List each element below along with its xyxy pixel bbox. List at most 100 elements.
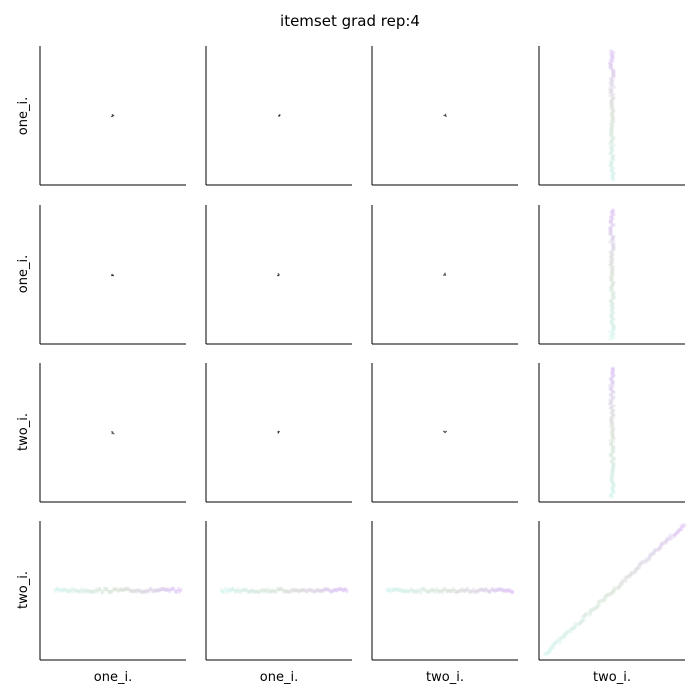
data-point — [146, 589, 151, 594]
data-point — [111, 114, 114, 116]
data-point — [576, 622, 581, 627]
data-point — [609, 124, 615, 128]
data-point — [609, 150, 614, 155]
data-point — [249, 588, 253, 594]
data-point — [98, 586, 102, 592]
data-point — [278, 587, 283, 592]
data-point — [630, 570, 635, 575]
data-point — [610, 417, 615, 421]
data-point — [610, 466, 615, 470]
data-point — [279, 114, 281, 116]
data-point — [609, 66, 614, 70]
data-point — [636, 565, 642, 570]
data-point — [609, 211, 614, 215]
data-point — [442, 587, 446, 593]
data-point — [608, 121, 614, 126]
data-point — [273, 589, 277, 594]
data-point — [559, 635, 564, 640]
data-point — [608, 330, 613, 334]
data-point — [501, 588, 505, 593]
data-point — [610, 267, 616, 272]
data-point — [111, 431, 113, 433]
data-point — [623, 578, 628, 584]
data-point — [609, 169, 614, 173]
data-point — [610, 238, 616, 243]
data-point — [398, 587, 402, 592]
data-point — [608, 215, 614, 219]
data-point — [557, 636, 562, 641]
data-point — [571, 625, 576, 631]
data-point — [609, 473, 615, 477]
col-label-3: two_i. — [593, 670, 631, 685]
panel-r3-c3 — [538, 521, 687, 661]
data-point — [149, 586, 153, 592]
data-point — [608, 299, 614, 303]
data-point — [562, 632, 567, 637]
data-point — [608, 163, 613, 168]
data-point — [672, 531, 678, 537]
data-point — [608, 81, 613, 85]
data-point — [608, 492, 614, 496]
data-point — [665, 536, 670, 541]
data-point — [679, 526, 684, 531]
data-point — [611, 317, 616, 321]
data-point — [128, 588, 132, 594]
data-point — [608, 402, 613, 406]
data-point — [674, 530, 680, 536]
data-point — [610, 56, 616, 60]
data-point — [610, 467, 615, 472]
data-point — [582, 613, 588, 618]
data-point — [611, 327, 616, 331]
data-point — [434, 587, 439, 592]
data-point — [468, 588, 473, 594]
data-point — [345, 588, 349, 594]
data-point — [430, 587, 434, 592]
data-point — [620, 578, 625, 583]
data-point — [478, 587, 483, 592]
data-point — [405, 588, 409, 593]
data-point — [163, 587, 168, 593]
data-point — [608, 415, 614, 419]
data-point — [159, 586, 163, 592]
data-point — [608, 337, 613, 341]
data-point — [608, 250, 613, 254]
panel-r0-c2 — [371, 46, 518, 186]
data-point — [611, 404, 616, 408]
panel-r2-c1 — [205, 363, 352, 503]
data-point — [608, 289, 614, 293]
data-point — [608, 221, 614, 225]
data-point — [343, 586, 348, 592]
data-point — [112, 587, 117, 592]
data-point — [457, 588, 461, 594]
data-point — [314, 588, 318, 593]
data-point — [301, 588, 305, 593]
data-point — [608, 418, 614, 422]
data-point — [408, 588, 412, 594]
data-point — [260, 587, 264, 592]
data-point — [71, 586, 75, 592]
data-point — [393, 586, 398, 592]
data-point — [553, 641, 558, 646]
data-point — [240, 587, 244, 593]
data-point — [568, 626, 574, 632]
data-point — [485, 588, 490, 593]
data-point — [220, 589, 225, 595]
data-point — [609, 298, 614, 302]
data-point — [602, 597, 608, 602]
data-point — [611, 425, 616, 430]
data-point — [609, 420, 614, 424]
data-point — [451, 586, 456, 592]
data-point — [609, 372, 615, 376]
data-point — [578, 620, 583, 626]
data-point — [107, 589, 111, 595]
data-point — [152, 588, 156, 594]
data-point — [610, 208, 616, 212]
data-point — [509, 589, 514, 595]
data-point — [293, 588, 297, 593]
data-point — [609, 411, 614, 415]
data-point — [652, 550, 657, 555]
data-point — [587, 612, 592, 617]
data-point — [432, 588, 436, 593]
data-point — [609, 118, 615, 123]
